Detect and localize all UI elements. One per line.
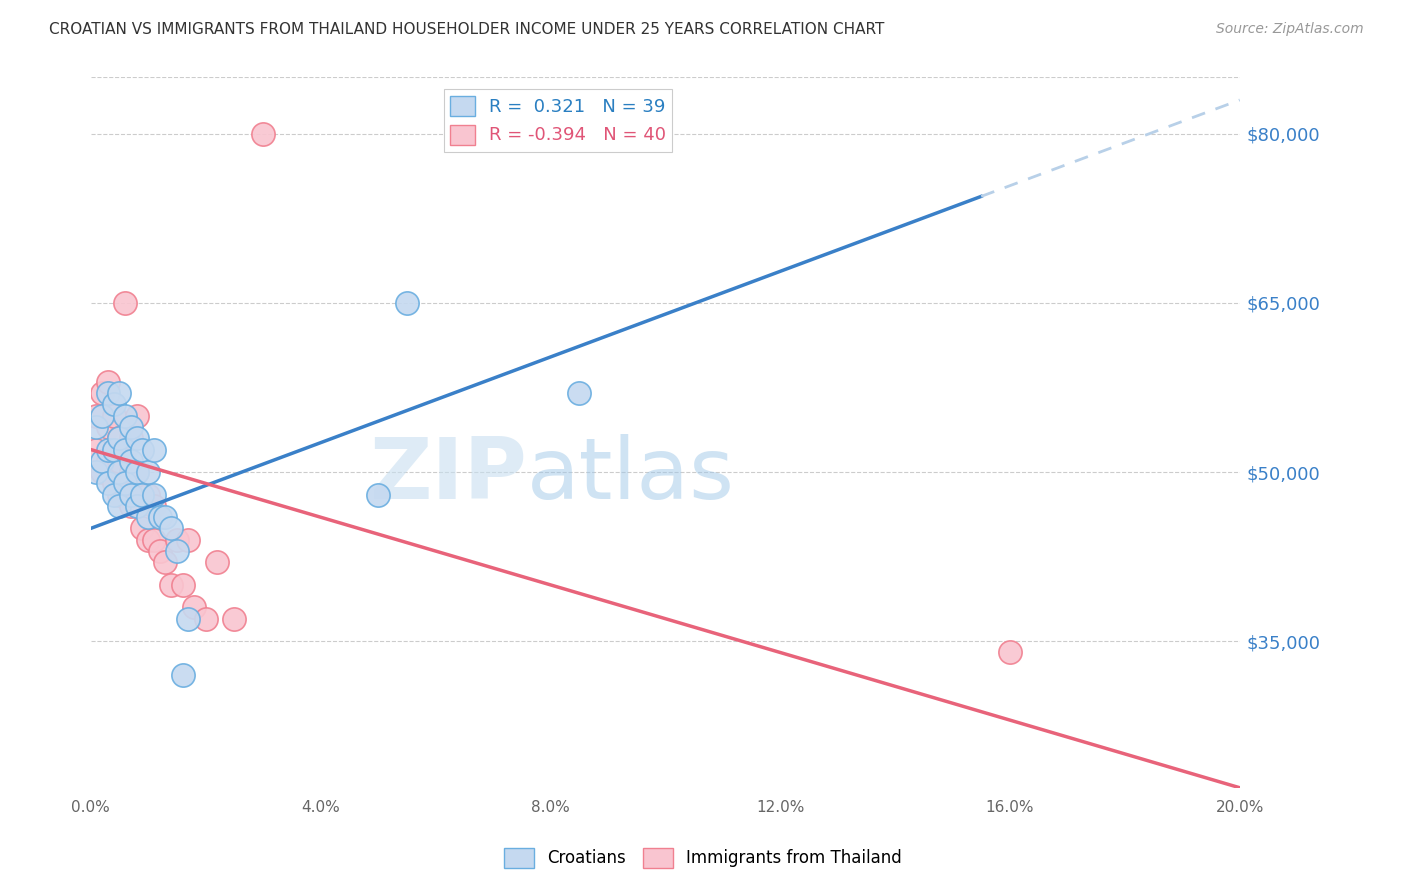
Point (131, 487, 153, 501)
Point (142, 487, 165, 501)
Point (142, 499, 165, 513)
Point (160, 578, 183, 592)
Point (125, 409, 148, 423)
Point (108, 487, 131, 501)
Text: atlas: atlas (527, 434, 735, 516)
Point (108, 499, 131, 513)
Point (120, 499, 142, 513)
Point (205, 555, 228, 569)
Text: CROATIAN VS IMMIGRANTS FROM THAILAND HOUSEHOLDER INCOME UNDER 25 YEARS CORRELATI: CROATIAN VS IMMIGRANTS FROM THAILAND HOU… (49, 22, 884, 37)
Point (97, 375, 120, 389)
Point (86, 465, 108, 479)
Text: ZIP: ZIP (370, 434, 527, 516)
Point (97, 476, 120, 491)
Point (131, 487, 153, 501)
Point (395, 296, 418, 310)
Point (172, 578, 194, 592)
Text: Source: ZipAtlas.com: Source: ZipAtlas.com (1216, 22, 1364, 37)
Point (172, 668, 194, 682)
Point (131, 442, 153, 457)
Point (103, 409, 125, 423)
Point (136, 510, 159, 524)
Legend: Croatians, Immigrants from Thailand: Croatians, Immigrants from Thailand (498, 841, 908, 875)
Point (166, 544, 188, 558)
Point (568, 386, 591, 401)
Point (103, 442, 125, 457)
Point (103, 397, 125, 411)
Point (998, 645, 1021, 659)
Point (125, 465, 148, 479)
Point (131, 521, 153, 535)
Point (91, 465, 114, 479)
Point (108, 465, 131, 479)
Point (114, 476, 136, 491)
Point (125, 431, 148, 445)
Point (224, 612, 246, 626)
Point (194, 612, 217, 626)
Point (103, 476, 125, 491)
Point (155, 555, 177, 569)
Point (91, 454, 114, 468)
Point (125, 499, 148, 513)
Point (103, 442, 125, 457)
Point (177, 612, 200, 626)
Point (252, 127, 274, 141)
Point (120, 487, 142, 501)
Point (91, 386, 114, 401)
Legend: R =  0.321   N = 39, R = -0.394   N = 40: R = 0.321 N = 39, R = -0.394 N = 40 (444, 89, 672, 152)
Point (114, 442, 136, 457)
Point (142, 442, 165, 457)
Point (142, 533, 165, 547)
Point (148, 510, 170, 524)
Point (108, 386, 131, 401)
Point (86, 420, 108, 434)
Point (120, 465, 142, 479)
Point (108, 431, 131, 445)
Point (177, 533, 200, 547)
Point (97, 420, 120, 434)
Point (108, 431, 131, 445)
Point (120, 431, 142, 445)
Point (453, 127, 475, 141)
Point (125, 499, 148, 513)
Point (114, 442, 136, 457)
Point (97, 386, 120, 401)
Point (136, 487, 159, 501)
Point (86, 409, 108, 423)
Point (120, 454, 142, 468)
Point (136, 465, 159, 479)
Point (114, 476, 136, 491)
Point (91, 409, 114, 423)
Point (136, 533, 159, 547)
Point (125, 465, 148, 479)
Point (108, 454, 131, 468)
Point (114, 409, 136, 423)
Point (120, 420, 142, 434)
Point (86, 442, 108, 457)
Point (103, 487, 125, 501)
Point (166, 533, 188, 547)
Point (97, 454, 120, 468)
Point (148, 544, 170, 558)
Point (160, 521, 183, 535)
Point (155, 510, 177, 524)
Point (183, 600, 205, 615)
Point (97, 442, 120, 457)
Point (114, 296, 136, 310)
Point (367, 487, 389, 501)
